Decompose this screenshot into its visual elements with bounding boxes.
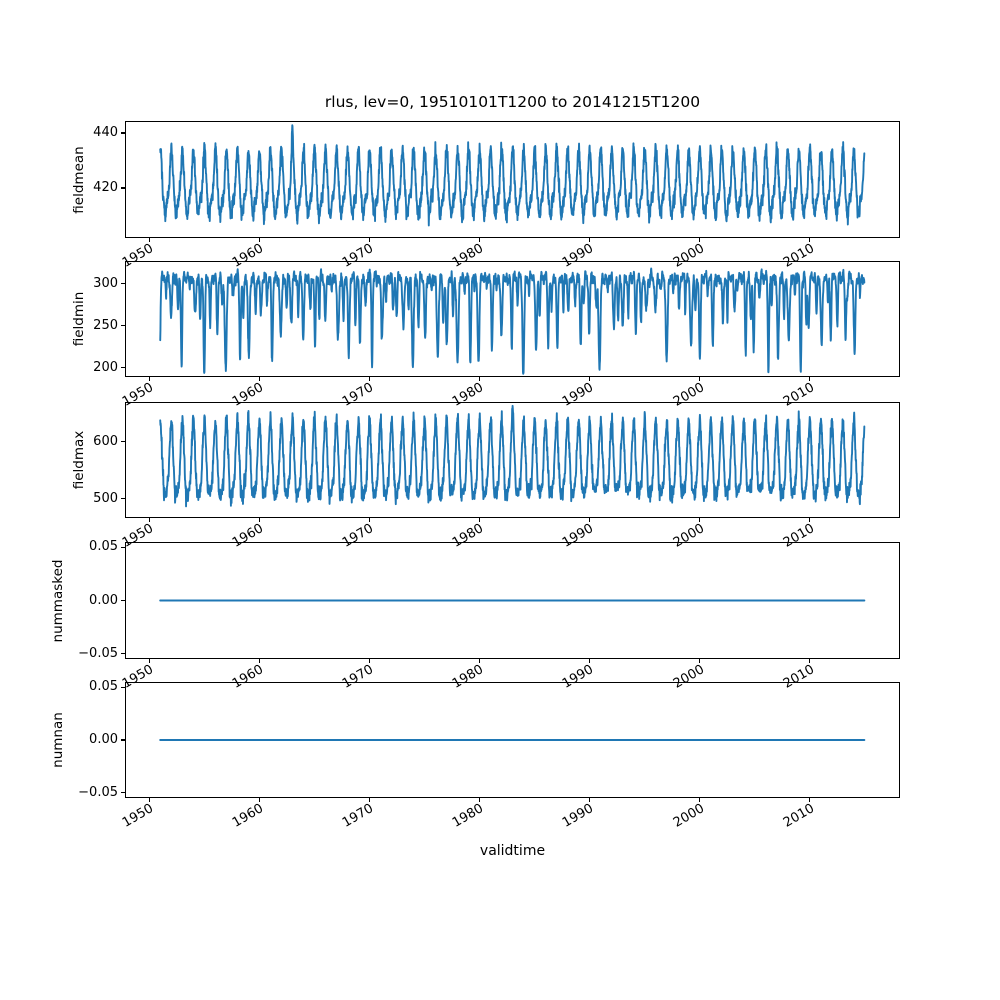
x-tick-label: 1980 bbox=[450, 801, 487, 831]
x-tick-label: 2000 bbox=[670, 801, 707, 831]
x-tick-mark bbox=[699, 659, 701, 663]
x-tick-mark bbox=[368, 238, 370, 242]
x-tick-label: 1960 bbox=[230, 801, 267, 831]
x-tick-mark bbox=[148, 518, 150, 522]
x-tick-mark bbox=[588, 659, 591, 663]
y-tick-mark bbox=[121, 599, 125, 602]
fieldmean-line-canvas bbox=[125, 121, 900, 238]
numnan-line-canvas bbox=[125, 682, 900, 798]
chart-title: rlus, lev=0, 19510101T1200 to 20141215T1… bbox=[324, 93, 701, 111]
y-tick-label: 0.00 bbox=[89, 592, 118, 608]
x-tick-mark bbox=[699, 377, 701, 381]
y-tick-label: 500 bbox=[93, 490, 118, 506]
x-tick-label: 1970 bbox=[340, 801, 377, 831]
y-tick-mark bbox=[121, 366, 125, 369]
y-tick-mark bbox=[121, 132, 125, 134]
x-tick-label: 1950 bbox=[120, 801, 157, 831]
subplot-numnan: numnan −0.05 0.00 0.05 1950 1960 1970 1980 1990… bbox=[50, 680, 900, 831]
x-tick-mark bbox=[699, 798, 701, 802]
x-tick-mark bbox=[588, 238, 591, 242]
x-tick-mark bbox=[809, 798, 811, 802]
x-tick-mark bbox=[148, 238, 150, 242]
y-tick-label: 0.00 bbox=[89, 732, 118, 747]
y-tick-mark bbox=[121, 546, 125, 548]
x-tick-mark bbox=[368, 798, 370, 802]
subplot-fieldmax: fieldmax 500 600 1950 1960 1970 1980 1990 2000 2… bbox=[71, 402, 900, 551]
x-tick-label: 2010 bbox=[780, 801, 817, 831]
x-tick-mark bbox=[588, 798, 591, 802]
y-tick-label: 0.05 bbox=[89, 679, 118, 695]
x-tick-mark bbox=[368, 659, 370, 663]
x-tick-mark bbox=[809, 238, 811, 242]
x-tick-mark bbox=[699, 238, 701, 242]
y-tick-label: 440 bbox=[93, 125, 118, 141]
y-tick-label: 600 bbox=[93, 433, 118, 449]
y-tick-mark bbox=[121, 441, 125, 443]
x-tick-mark bbox=[258, 798, 260, 802]
x-tick-mark bbox=[478, 518, 481, 522]
x-tick-mark bbox=[478, 798, 481, 802]
y-tick-label: 300 bbox=[93, 275, 118, 291]
y-tick-mark bbox=[121, 498, 125, 500]
y-tick-mark bbox=[121, 686, 125, 688]
x-tick-mark bbox=[258, 659, 260, 663]
x-tick-mark bbox=[588, 377, 591, 381]
x-tick-mark bbox=[478, 659, 481, 663]
y-tick-mark bbox=[121, 324, 125, 327]
y-tick-mark bbox=[121, 739, 125, 741]
nummasked-line-canvas bbox=[125, 542, 900, 659]
x-tick-mark bbox=[478, 238, 481, 242]
y-tick-label: 420 bbox=[93, 180, 118, 195]
y-axis-label-fieldmean: fieldmean bbox=[71, 145, 87, 214]
x-tick-mark bbox=[368, 518, 370, 522]
x-tick-mark bbox=[258, 377, 260, 381]
x-tick-mark bbox=[478, 377, 481, 381]
y-tick-label: 200 bbox=[93, 359, 118, 375]
x-tick-mark bbox=[368, 377, 370, 381]
y-tick-mark bbox=[121, 282, 125, 285]
x-axis-label: validtime bbox=[479, 843, 546, 859]
x-tick-mark bbox=[148, 798, 150, 802]
x-tick-mark bbox=[699, 518, 701, 522]
subplot-nummasked: nummasked −0.05 0.00 0.05 1950 1960 1970 1980 1… bbox=[50, 540, 900, 692]
y-tick-mark bbox=[121, 653, 125, 655]
y-tick-mark bbox=[121, 187, 125, 189]
x-tick-mark bbox=[258, 238, 260, 242]
fieldmax-line-canvas bbox=[125, 402, 900, 518]
y-tick-label: 0.05 bbox=[89, 539, 118, 555]
y-tick-label: 250 bbox=[93, 317, 118, 333]
y-tick-label: −0.05 bbox=[78, 784, 118, 800]
y-tick-label: −0.05 bbox=[78, 645, 118, 661]
x-tick-mark bbox=[809, 659, 811, 663]
x-tick-mark bbox=[258, 518, 260, 522]
x-tick-mark bbox=[809, 518, 811, 522]
x-tick-mark bbox=[148, 377, 150, 381]
x-tick-label: 1990 bbox=[560, 801, 597, 831]
subplot-fieldmin: fieldmin 200 250 300 1950 1960 1970 1980 1990 20… bbox=[71, 261, 900, 410]
x-tick-mark bbox=[148, 659, 150, 663]
y-tick-mark bbox=[121, 792, 125, 794]
x-tick-mark bbox=[588, 518, 591, 522]
subplot-fieldmean: fieldmean 420 440 1950 1960 1970 1980 1990 2000… bbox=[71, 121, 900, 271]
fieldmin-line-canvas bbox=[125, 261, 900, 377]
x-tick-mark bbox=[809, 377, 811, 381]
